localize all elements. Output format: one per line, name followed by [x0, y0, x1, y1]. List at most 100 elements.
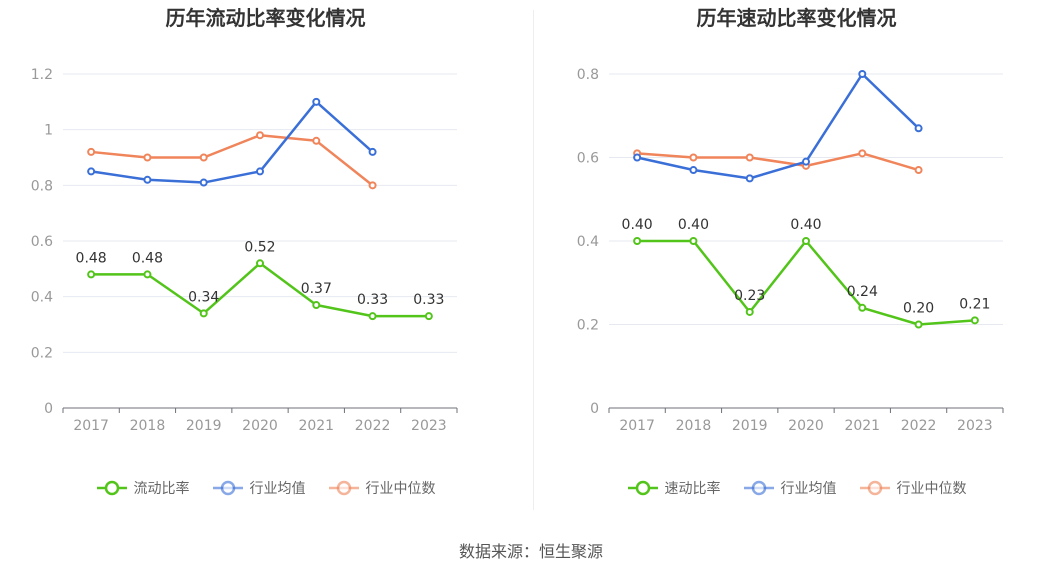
y-tick-label: 0.2 — [577, 318, 599, 334]
data-point[interactable] — [858, 70, 867, 78]
data-point[interactable] — [802, 237, 810, 245]
legend-label: 行业均值 — [780, 481, 837, 497]
data-label: 0.40 — [790, 217, 821, 233]
data-point[interactable] — [858, 303, 867, 312]
data-label: 0.40 — [678, 217, 709, 233]
data-point[interactable] — [970, 316, 979, 325]
y-tick-label: 0.4 — [31, 290, 53, 306]
chart-title: 历年速动比率变化情况 — [696, 6, 897, 30]
legend-swatch-icon — [743, 480, 774, 496]
data-point[interactable] — [312, 97, 321, 106]
data-label: 0.48 — [132, 250, 163, 266]
data-label: 0.21 — [959, 296, 990, 312]
data-point[interactable] — [368, 147, 377, 156]
data-label: 0.37 — [301, 281, 332, 297]
data-label: 0.24 — [847, 284, 878, 300]
legend-item[interactable]: 行业均值 — [743, 478, 837, 498]
y-tick-label: 0.8 — [31, 178, 53, 194]
y-tick-label: 1.2 — [31, 67, 53, 83]
chart-panel-quick-ratio: 历年速动比率变化情况 0 0.2 0.4 0.6 0.8 2017 2018 2019 2020… — [531, 0, 1062, 520]
data-point[interactable] — [914, 124, 923, 133]
data-point[interactable] — [368, 312, 377, 321]
data-label: 0.33 — [413, 292, 444, 308]
legend-item[interactable]: 速动比率 — [627, 478, 721, 498]
legend-swatch-icon — [859, 480, 890, 496]
series-line — [90, 100, 374, 184]
data-point[interactable] — [745, 174, 754, 183]
chart-plot-quick-ratio: 0 0.2 0.4 0.6 0.8 2017 2018 2019 2020 2021 2022 202… — [577, 67, 1004, 434]
data-point[interactable] — [633, 153, 642, 162]
y-tick-label: 0.2 — [31, 345, 53, 361]
legend-item[interactable]: 行业中位数 — [328, 478, 436, 498]
x-tick-label: 2021 — [844, 418, 880, 434]
data-point[interactable] — [143, 175, 152, 184]
legend-label: 行业中位数 — [896, 481, 967, 497]
data-point[interactable] — [143, 153, 152, 162]
x-tick-label: 2019 — [186, 418, 222, 434]
data-point[interactable] — [858, 149, 867, 158]
data-point[interactable] — [199, 309, 208, 318]
data-source-note: 数据来源：恒生聚源 — [458, 542, 603, 561]
x-tick-label: 2020 — [242, 418, 278, 434]
data-label: 0.23 — [734, 288, 765, 304]
data-point[interactable] — [689, 237, 698, 245]
x-tick-label: 2017 — [73, 418, 109, 434]
y-tick-label: 0.4 — [577, 234, 599, 250]
data-point[interactable] — [424, 312, 433, 321]
data-point[interactable] — [143, 270, 152, 279]
legend-label: 流动比率 — [133, 481, 190, 497]
data-point[interactable] — [745, 307, 754, 316]
series-line — [91, 133, 374, 187]
legend-item[interactable]: 行业均值 — [212, 478, 306, 498]
legend-swatch-icon — [627, 480, 658, 496]
legend-swatch-icon — [328, 480, 359, 496]
x-tick-label: 2023 — [411, 418, 447, 434]
data-point[interactable] — [199, 178, 208, 187]
legend-item[interactable]: 流动比率 — [96, 478, 190, 498]
y-tick-label: 0.6 — [31, 234, 53, 250]
data-label: 0.34 — [188, 289, 219, 305]
data-label: 0.20 — [903, 301, 934, 317]
data-point[interactable] — [87, 147, 96, 156]
x-tick-label: 2020 — [788, 418, 824, 434]
y-tick-label: 0 — [44, 401, 53, 417]
data-point[interactable] — [256, 259, 264, 268]
x-tick-label: 2019 — [732, 418, 768, 434]
series-line — [636, 72, 920, 180]
x-tick-label: 2017 — [619, 418, 655, 434]
legend-swatch-icon — [96, 480, 127, 496]
legend-label: 行业中位数 — [365, 481, 436, 497]
data-point[interactable] — [256, 167, 264, 176]
chart-legend: 速动比率 行业均值 行业中位数 — [531, 478, 1062, 498]
data-point[interactable] — [914, 320, 923, 329]
chart-title: 历年流动比率变化情况 — [165, 6, 366, 30]
data-point[interactable] — [256, 131, 264, 140]
legend-label: 速动比率 — [664, 481, 721, 497]
data-point[interactable] — [312, 136, 321, 145]
data-point[interactable] — [689, 153, 698, 162]
data-point[interactable] — [368, 181, 377, 190]
x-tick-label: 2022 — [901, 418, 937, 434]
data-point[interactable] — [745, 153, 754, 162]
x-tick-label: 2023 — [957, 418, 993, 434]
data-label: 0.33 — [357, 292, 388, 308]
x-tick-label: 2022 — [355, 418, 391, 434]
data-point[interactable] — [87, 270, 96, 279]
data-point[interactable] — [914, 166, 923, 175]
series-line — [637, 152, 919, 172]
y-tick-label: 0.8 — [577, 67, 599, 83]
x-tick-label: 2018 — [676, 418, 712, 434]
data-point[interactable] — [199, 153, 208, 162]
panel-divider — [533, 10, 534, 510]
data-point[interactable] — [312, 301, 321, 310]
data-point[interactable] — [689, 166, 698, 175]
data-point[interactable] — [87, 167, 96, 176]
legend-item[interactable]: 行业中位数 — [859, 478, 967, 498]
data-point[interactable] — [633, 237, 642, 245]
data-point[interactable] — [802, 157, 810, 166]
data-label: 0.52 — [244, 239, 275, 255]
data-label: 0.48 — [76, 250, 107, 266]
x-tick-label: 2018 — [130, 418, 166, 434]
legend-label: 行业均值 — [249, 481, 306, 497]
data-label: 0.40 — [622, 217, 653, 233]
